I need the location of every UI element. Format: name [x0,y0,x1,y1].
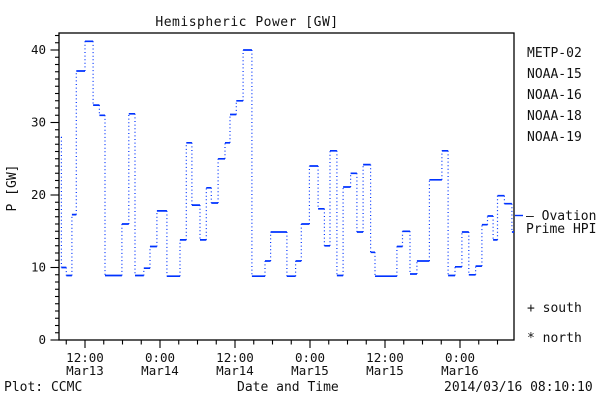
ovation-label-line1: – Ovation [526,209,596,224]
plot-credit: Plot: CCMC [4,380,82,395]
legend-entry-noaa16: NOAA-16 [527,88,582,103]
data-trace-ovation-hpi [60,40,514,278]
legend-entry-noaa18: NOAA-18 [527,109,582,124]
x-tick-time-1: 0:00 [145,350,175,365]
x-tick-date-1: Mar14 [141,363,179,378]
y-tick-label-0: 0 [38,332,46,347]
chart-title: Hemispheric Power [GW] [155,15,338,30]
north-marker-label: * north [527,331,582,346]
legend-entry-noaa19: NOAA-19 [527,130,582,145]
y-axis-label: P [GW] [5,165,20,212]
x-tick-date-3: Mar15 [291,363,329,378]
x-tick-time-5: 0:00 [445,350,475,365]
plot-frame [58,32,515,341]
x-tick-date-2: Mar14 [216,363,254,378]
axis-ticks [50,34,499,348]
x-tick-time-4: 12:00 [366,350,404,365]
ovation-label-line2: Prime HPI [526,222,596,237]
plot-timestamp: 2014/03/16 08:10:10 [444,380,593,395]
y-tick-label-40: 40 [31,42,46,57]
south-marker-label: + south [527,301,582,316]
legend-entry-metp02: METP-02 [527,46,582,61]
legend-entry-noaa15: NOAA-15 [527,67,582,82]
x-tick-date-5: Mar16 [441,363,479,378]
y-tick-label-20: 20 [31,187,46,202]
x-tick-date-4: Mar15 [366,363,404,378]
x-tick-time-0: 12:00 [66,350,104,365]
y-tick-label-30: 30 [31,115,46,130]
x-tick-time-3: 0:00 [295,350,325,365]
y-tick-label-10: 10 [31,260,46,275]
x-tick-date-0: Mar13 [66,363,104,378]
x-tick-time-2: 12:00 [216,350,254,365]
x-axis-label: Date and Time [237,380,339,395]
